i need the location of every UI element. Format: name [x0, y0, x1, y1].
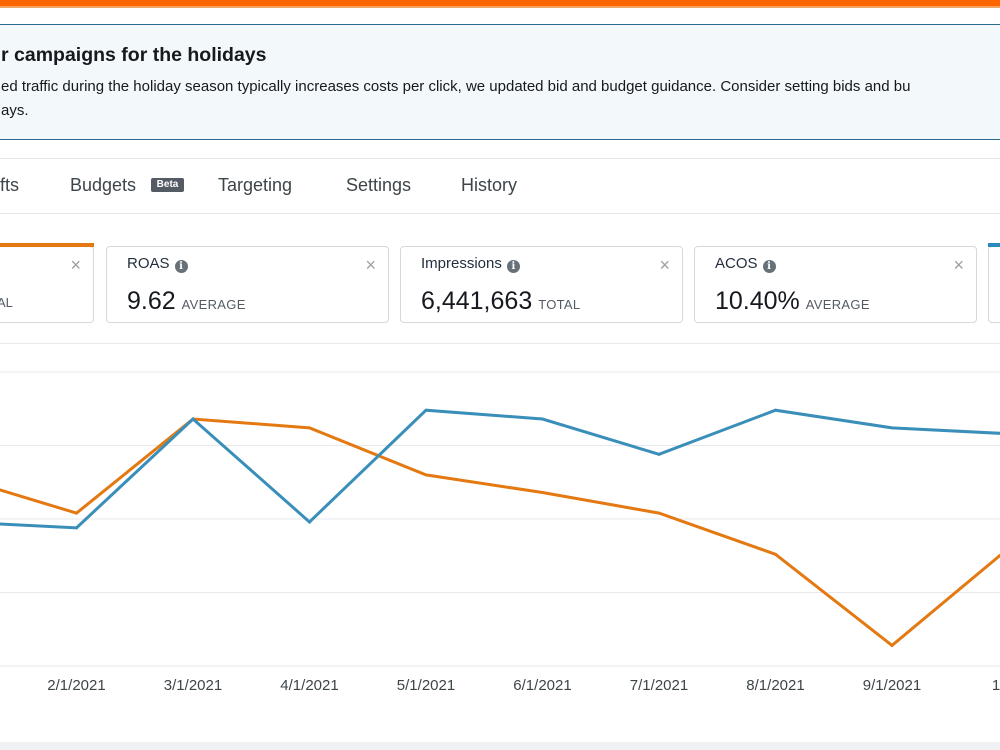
tab-history[interactable]: History [461, 175, 518, 195]
data-point[interactable] [774, 408, 777, 412]
metric-card-roas[interactable]: ROAS i 9.62 AVERAGE × [106, 246, 389, 323]
campaign-tab-bar: afts Budgets Beta Targeting Settings His… [0, 158, 1000, 214]
x-tick-label: 3/1/2021 [164, 677, 222, 694]
data-point[interactable] [890, 643, 894, 647]
data-point[interactable] [541, 417, 544, 421]
metric-card-impressions[interactable]: Impressions i 6,441,663 TOTAL × [400, 246, 683, 323]
metric-label-text: ACOS [715, 255, 758, 272]
metric-label-text: Impressions [421, 255, 502, 272]
alert-title: r campaigns for the holidays [1, 44, 267, 66]
chart-grid [0, 371, 1000, 667]
data-point[interactable] [191, 417, 195, 421]
chart-series [0, 408, 1000, 648]
top-accent-bar [0, 0, 1000, 6]
data-point[interactable] [75, 526, 78, 530]
x-tick-label: 2/1/2021 [47, 677, 105, 694]
info-icon[interactable]: i [762, 260, 776, 273]
close-icon[interactable]: × [365, 255, 376, 275]
metric-value-row: 10.40% AVERAGE [715, 287, 870, 316]
metric-value: 6,441,663 [421, 287, 533, 315]
x-tick-label: 8/1/2021 [746, 677, 804, 694]
metric-unit: AVERAGE [181, 297, 246, 312]
metric-value: 9.62 [127, 287, 176, 315]
series-line-2 [0, 408, 1000, 530]
alert-message-line-1: ed traffic during the holiday season typ… [1, 78, 911, 95]
data-point[interactable] [774, 552, 777, 556]
data-point[interactable] [541, 491, 544, 495]
metric-card-accent-bar [0, 243, 94, 247]
metric-value: 10.40% [715, 287, 800, 315]
data-point[interactable] [75, 511, 78, 515]
data-point[interactable] [890, 426, 894, 430]
x-tick-label: 7/1/2021 [630, 677, 688, 694]
metric-value-row: 6,441,663 TOTAL [421, 287, 580, 316]
alert-message-line-2: ays. [1, 102, 29, 119]
x-tick-label: 4/1/2021 [280, 677, 338, 694]
tab-targeting[interactable]: Targeting [218, 175, 293, 195]
top-accent-line [0, 6, 1000, 8]
metric-unit: AL [0, 295, 13, 310]
tab-drafts[interactable]: afts [0, 175, 20, 195]
metric-card-partial-right[interactable] [988, 243, 1000, 323]
metric-label: Impressions i [421, 255, 520, 273]
tab-budgets[interactable]: Budgets [70, 175, 137, 195]
close-icon[interactable]: × [659, 255, 670, 275]
metric-unit: TOTAL [538, 297, 581, 312]
x-tick-label: 10/1/ [992, 677, 1000, 694]
close-icon[interactable]: × [953, 255, 964, 275]
holiday-alert-banner: r campaigns for the holidays ed traffic … [0, 24, 1000, 140]
metric-label-text: ROAS [127, 255, 170, 272]
close-icon[interactable]: × [70, 255, 81, 275]
tab-settings[interactable]: Settings [346, 175, 412, 195]
bottom-strip [0, 742, 1000, 750]
metric-value-row: 9.62 AVERAGE [127, 287, 246, 316]
metric-label: ACOS i [715, 255, 776, 273]
x-tick-label: 9/1/2021 [863, 677, 921, 694]
x-tick-label: 5/1/2021 [397, 677, 455, 694]
metric-label: ROAS i [127, 255, 188, 273]
data-point[interactable] [424, 408, 428, 412]
data-point[interactable] [308, 520, 311, 524]
metric-card-accent-bar [988, 243, 1000, 247]
x-axis-ticks: 2/1/2021 3/1/2021 4/1/2021 5/1/2021 6/1/2021… [47, 677, 1000, 694]
data-point[interactable] [657, 511, 661, 515]
performance-chart: 2/1/2021 3/1/2021 4/1/2021 5/1/2021 6/1/2021… [0, 343, 1000, 719]
data-point[interactable] [424, 473, 428, 477]
metric-unit: AVERAGE [805, 297, 870, 312]
metric-card-acos[interactable]: ACOS i 10.40% AVERAGE × [694, 246, 977, 323]
line-chart-svg: 2/1/2021 3/1/2021 4/1/2021 5/1/2021 6/1/2021… [0, 371, 1000, 694]
metric-card-partial-left[interactable]: AL × [0, 243, 94, 323]
data-point[interactable] [657, 452, 661, 456]
x-tick-label: 6/1/2021 [513, 677, 571, 694]
info-icon[interactable]: i [506, 260, 520, 273]
info-icon[interactable]: i [174, 260, 188, 273]
beta-badge: Beta [151, 178, 184, 192]
data-point[interactable] [308, 426, 311, 430]
series-line-1 [0, 417, 1000, 648]
